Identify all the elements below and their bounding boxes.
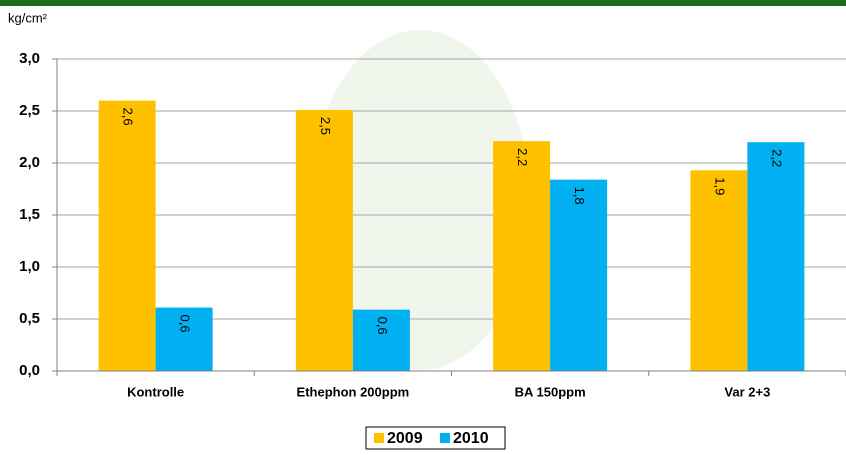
y-tick-label: 2,0 bbox=[19, 154, 40, 171]
bar bbox=[352, 309, 410, 371]
y-tick-label: 1,0 bbox=[19, 258, 40, 275]
bar bbox=[295, 109, 353, 372]
legend-swatch bbox=[440, 433, 450, 443]
legend-label: 2010 bbox=[453, 430, 489, 447]
y-tick-label: 1,5 bbox=[19, 206, 40, 223]
bar bbox=[98, 100, 156, 371]
legend-box bbox=[365, 426, 506, 450]
x-tick-label: BA 150ppm bbox=[515, 384, 586, 399]
watermark bbox=[310, 30, 530, 370]
value-label: 2,6 bbox=[121, 108, 136, 126]
legend-label: 2009 bbox=[387, 430, 423, 447]
y-tick-label: 0,5 bbox=[19, 310, 40, 327]
x-tick-label: Ethephon 200ppm bbox=[297, 384, 410, 399]
top-band bbox=[0, 0, 846, 6]
bar bbox=[747, 142, 805, 371]
bar bbox=[493, 141, 551, 371]
value-label: 1,9 bbox=[712, 177, 727, 195]
value-label: 2,2 bbox=[515, 148, 530, 166]
value-label: 0,6 bbox=[178, 315, 193, 333]
y-axis-unit: kg/cm² bbox=[8, 10, 48, 25]
y-tick-label: 0,0 bbox=[19, 362, 40, 379]
y-tick-label: 3,0 bbox=[19, 50, 40, 67]
value-label: 2,5 bbox=[318, 117, 333, 135]
value-label: 0,6 bbox=[375, 317, 390, 335]
bar bbox=[155, 307, 213, 371]
x-tick-label: Kontrolle bbox=[127, 384, 184, 399]
value-label: 2,2 bbox=[769, 149, 784, 167]
y-tick-label: 2,5 bbox=[19, 102, 40, 119]
bar bbox=[550, 179, 608, 371]
value-label: 1,8 bbox=[572, 187, 587, 205]
x-tick-label: Var 2+3 bbox=[724, 384, 770, 399]
legend-swatch bbox=[374, 433, 384, 443]
bar bbox=[690, 170, 748, 371]
